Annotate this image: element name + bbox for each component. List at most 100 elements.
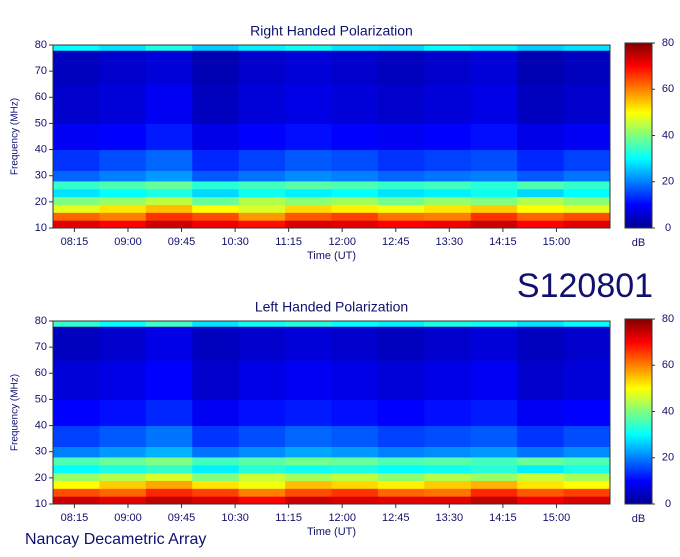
heatmap-cell — [424, 446, 472, 458]
heatmap-cell — [145, 360, 193, 400]
heatmap-cell — [53, 212, 100, 221]
heatmap-cell — [563, 472, 611, 481]
heatmap-cell — [53, 480, 100, 489]
heatmap-cell — [238, 456, 286, 466]
heatmap-cell — [517, 326, 565, 361]
heatmap-cell — [563, 480, 611, 489]
heatmap-cell — [331, 399, 379, 427]
heatmap-cell — [192, 50, 240, 85]
heatmap-cell — [470, 84, 518, 124]
heatmap-cell — [377, 180, 425, 190]
heatmap-cell — [285, 425, 332, 447]
heatmap-cell — [563, 399, 611, 427]
heatmap-cell — [377, 456, 425, 466]
y-tick-label: 40 — [35, 143, 47, 155]
heatmap-cell — [99, 149, 147, 171]
heatmap-cell — [331, 123, 379, 151]
heatmap-cell — [285, 456, 332, 466]
heatmap-cell — [238, 170, 286, 182]
heatmap-cell — [563, 170, 611, 182]
session-label: S120801 — [517, 267, 653, 305]
y-tick-label: 50 — [35, 117, 47, 129]
x-tick-label: 12:45 — [382, 236, 410, 248]
heatmap-cell — [331, 425, 379, 447]
heatmap-cell — [238, 45, 286, 51]
heatmap-cell — [517, 123, 565, 151]
plot-frame — [52, 44, 611, 229]
y-tick-label: 50 — [35, 393, 47, 405]
heatmap-cell — [563, 204, 611, 213]
heatmap-cell — [517, 50, 565, 85]
heatmap-cell — [563, 425, 611, 447]
heatmap-cell — [517, 496, 565, 505]
heatmap-cell — [192, 180, 240, 190]
heatmap-cell — [192, 399, 240, 427]
heatmap-cell — [424, 188, 472, 198]
heatmap-cell — [285, 446, 332, 458]
heatmap-cell — [53, 45, 100, 51]
x-axis-label: Time (UT) — [307, 526, 356, 538]
heatmap-cell — [192, 496, 240, 505]
heatmap-cell — [424, 464, 472, 474]
heatmap-cell — [331, 84, 379, 124]
heatmap-cell — [238, 196, 286, 205]
heatmap-cell — [145, 204, 193, 213]
x-tick-label: 09:00 — [114, 236, 142, 248]
heatmap-cell — [192, 472, 240, 481]
heatmap-cell — [285, 188, 332, 198]
heatmap-cell — [424, 480, 472, 489]
heatmap-cell — [192, 220, 240, 229]
heatmap-cell — [424, 45, 472, 51]
heatmap-cell — [331, 496, 379, 505]
x-tick-label: 08:15 — [61, 512, 89, 524]
y-tick-label: 80 — [35, 39, 47, 51]
heatmap-cell — [145, 321, 193, 327]
heatmap-cell — [285, 204, 332, 213]
heatmap-cell — [424, 50, 472, 85]
heatmap-cell — [470, 149, 518, 171]
heatmap-cell — [470, 50, 518, 85]
heatmap-cell — [238, 321, 286, 327]
heatmap-cell — [517, 220, 565, 229]
heatmap-cell — [470, 480, 518, 489]
heatmap-cell — [145, 180, 193, 190]
heatmap-cell — [285, 45, 332, 51]
heatmap-cell — [377, 446, 425, 458]
heatmap-cell — [331, 220, 379, 229]
x-tick-label: 13:30 — [436, 512, 464, 524]
heatmap-cell — [331, 170, 379, 182]
heatmap-cell — [53, 446, 100, 458]
heatmap-cell — [192, 204, 240, 213]
heatmap-cell — [145, 399, 193, 427]
heatmap-cell — [331, 488, 379, 497]
heatmap-cell — [238, 496, 286, 505]
x-tick-label: 14:15 — [489, 236, 517, 248]
heatmap-cell — [99, 123, 147, 151]
heatmap-cell — [99, 212, 147, 221]
y-axis-label: Frequency (MHz) — [10, 98, 21, 175]
colorbar-tick-label: 40 — [662, 129, 674, 141]
x-tick-label: 14:15 — [489, 512, 517, 524]
heatmap-cell — [377, 204, 425, 213]
colorbar-label: dB — [632, 237, 645, 249]
heatmap-cell — [377, 123, 425, 151]
x-axis-label: Time (UT) — [307, 250, 356, 262]
heatmap-cell — [99, 188, 147, 198]
heatmap-cell — [53, 204, 100, 213]
heatmap-cell — [192, 45, 240, 51]
heatmap-cell — [563, 321, 611, 327]
heatmap-cell — [470, 220, 518, 229]
heatmap-cell — [238, 326, 286, 361]
heatmap-cell — [563, 180, 611, 190]
heatmap-cell — [285, 196, 332, 205]
heatmap-cell — [470, 446, 518, 458]
heatmap-cell — [53, 220, 100, 229]
heatmap-cell — [517, 84, 565, 124]
heatmap-cell — [99, 425, 147, 447]
heatmap-cell — [53, 149, 100, 171]
heatmap-cell — [53, 464, 100, 474]
heatmap-cell — [192, 196, 240, 205]
heatmap-cell — [424, 496, 472, 505]
heatmap-cell — [331, 196, 379, 205]
heatmap-cell — [331, 326, 379, 361]
